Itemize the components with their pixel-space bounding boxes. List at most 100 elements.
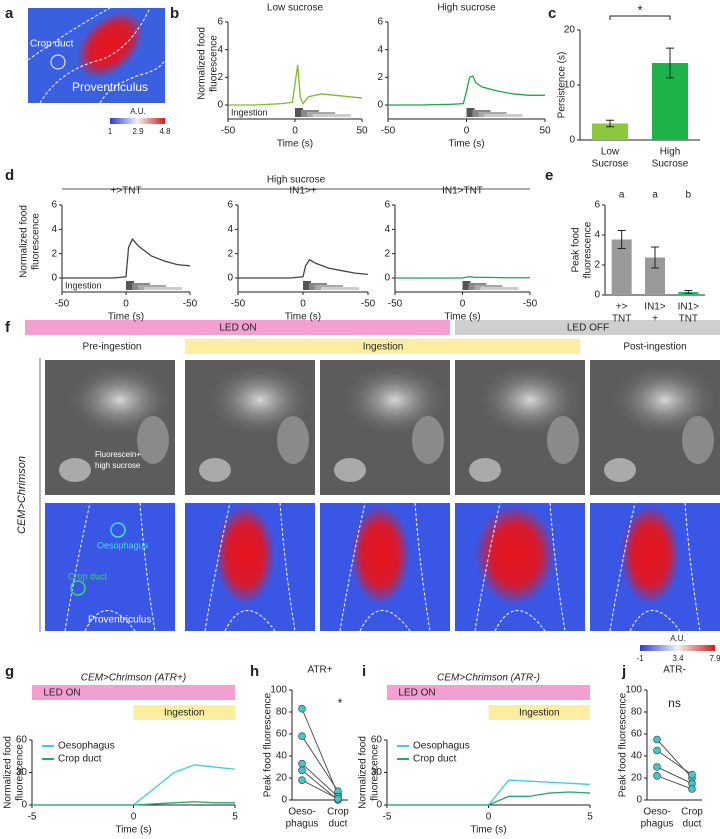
chart-title: CEM>Chrimson (ATR+) (81, 673, 186, 684)
dot (298, 732, 306, 741)
y-tick-label: 0 (217, 100, 223, 111)
y-tick-label: 80 (276, 707, 288, 718)
y-tick-label: 4 (377, 44, 383, 55)
x-tick-label: 50 (539, 126, 551, 137)
x-tick-label: 0 (460, 299, 466, 310)
fluorescence-blob (76, 11, 144, 79)
pair-line (656, 739, 693, 779)
x-axis-label: Time (s) (448, 139, 484, 150)
image-label: Proventriculus (72, 80, 148, 94)
y-axis-label: Normalized food (3, 736, 14, 809)
x-tick-label: +> (616, 302, 628, 313)
series-line (395, 276, 530, 279)
chart-title: CEM>Chrimson (ATR-) (437, 673, 540, 684)
image-panels (25, 7, 720, 651)
x-tick-label: -50 (183, 299, 198, 310)
fly-eye (412, 416, 444, 464)
panel-label: b (170, 5, 179, 22)
panel-label: g (5, 663, 14, 680)
y-tick-label: 0 (281, 795, 287, 806)
x-tick-label: Sucrose (592, 159, 629, 170)
pair-line (656, 766, 693, 784)
x-tick-label: 0 (292, 126, 298, 137)
ingestion-label: Ingestion (65, 280, 102, 290)
fluorescence-blob (215, 505, 275, 605)
panel-label: a (5, 5, 14, 22)
significance-bracket (609, 15, 671, 20)
y-axis-label: Peak food fluorescence (263, 692, 274, 797)
y-tick-label: 2 (227, 248, 233, 259)
y-tick-label: 0 (569, 135, 575, 146)
colorbar-tick: -1 (636, 654, 644, 663)
y-axis-label: Peak food fluorescence (618, 692, 629, 797)
x-tick-label: IN1> (644, 302, 666, 313)
dot (334, 795, 342, 803)
colorbar-title: A.U. (130, 107, 146, 116)
outline (64, 502, 156, 632)
dot (653, 763, 661, 771)
x-tick-label: Oeso- (288, 807, 315, 818)
roi (70, 580, 86, 596)
x-tick-label: duct (683, 819, 702, 830)
dot (298, 704, 306, 713)
y-tick-label: 40 (631, 751, 643, 762)
y-axis-label: fluorescence (15, 744, 26, 801)
fluorescence-blob (350, 505, 410, 605)
y-tick-label: 4 (51, 224, 57, 235)
pair-line (656, 775, 693, 790)
y-tick-label: 6 (51, 200, 57, 211)
ingestion-step (126, 281, 134, 290)
image-label: Proventriculus (88, 615, 151, 626)
band-label: Ingestion (519, 708, 560, 719)
image-label: Crop duct (68, 571, 108, 581)
group-title: High sucrose (267, 175, 326, 186)
x-tick-label: Oeso- (643, 807, 670, 818)
ingestion-step (295, 108, 303, 117)
pair-line (301, 735, 339, 792)
significance: ns (668, 696, 681, 710)
y-tick-label: 60 (16, 735, 28, 746)
legend-label: Crop duct (58, 754, 102, 765)
band-label: LED ON (43, 688, 80, 699)
proboscis (199, 458, 231, 482)
phase-label: Pre-ingestion (83, 342, 142, 353)
y-axis-label: Normalized food (358, 736, 369, 809)
y-tick-label: 80 (631, 707, 643, 718)
series-line (62, 237, 191, 279)
x-tick-label: High (660, 147, 681, 158)
ingestion-step (480, 287, 519, 290)
ingestion-step (321, 287, 359, 290)
x-tick-label: -5 (28, 812, 37, 823)
y-tick-label: 10 (564, 80, 576, 91)
pair-line (301, 769, 339, 801)
chart-title: High sucrose (437, 3, 496, 14)
x-axis-label: Time (s) (115, 825, 151, 836)
fluorescence-blob (475, 505, 555, 605)
error-bar (617, 230, 626, 249)
ingestion-step (484, 114, 523, 117)
outline (609, 502, 701, 632)
ingestion-band (133, 705, 235, 720)
chart-title: Low sucrose (267, 3, 324, 14)
y-tick-label: 30 (16, 767, 28, 778)
outline (339, 502, 431, 632)
x-axis-label: Time (s) (277, 139, 313, 150)
x-tick-label: phagus (641, 819, 674, 830)
outline (27, 7, 166, 104)
series-line (238, 258, 369, 279)
y-tick-label: 0 (636, 795, 642, 806)
ingestion-step (462, 281, 471, 290)
fly-eye (547, 416, 579, 464)
ingestion-band (488, 705, 590, 720)
led-band (32, 685, 235, 700)
pair-line (656, 750, 693, 776)
led-on-bar (25, 320, 450, 335)
pair-line (301, 779, 339, 800)
fly-eye (277, 416, 309, 464)
x-tick-label: phagus (286, 819, 319, 830)
roi (110, 522, 126, 538)
ingestion-step (144, 287, 182, 290)
series-line (388, 75, 545, 106)
panel-label: h (250, 663, 259, 680)
